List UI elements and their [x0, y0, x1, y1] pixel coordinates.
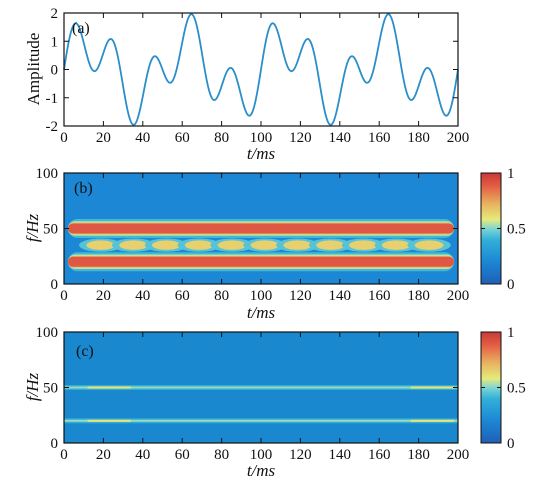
panel-c-xlabel: t/ms — [247, 461, 276, 480]
panel-a-ylabel: Amplitude — [24, 33, 43, 106]
signal-trace — [63, 13, 459, 126]
x-tick-label: 0 — [60, 130, 68, 146]
y-tick-label: 0 — [51, 277, 59, 293]
cross-term-blob — [86, 240, 116, 250]
x-tick-label: 80 — [214, 288, 229, 304]
x-tick-label: 100 — [250, 130, 273, 146]
colorbar-tick-label: 1 — [507, 166, 515, 182]
cross-term-blob — [250, 240, 280, 250]
x-tick-label: 180 — [407, 130, 430, 146]
x-tick-label: 120 — [289, 288, 312, 304]
y-tick-label: 50 — [43, 381, 58, 397]
x-tick-label: 20 — [96, 288, 111, 304]
colorbar-tick-label: 0.5 — [507, 222, 526, 238]
x-tick-label: 200 — [447, 288, 470, 304]
x-tick-label: 20 — [96, 447, 111, 463]
panel-b-label: (b) — [74, 180, 93, 197]
y-tick-label: 1 — [51, 34, 59, 50]
panel-c-ylabel: f/Hz — [23, 372, 42, 401]
x-tick-label: 160 — [368, 447, 391, 463]
x-tick-label: 140 — [329, 130, 352, 146]
y-tick-label: 0 — [51, 436, 59, 452]
x-tick-label: 140 — [329, 447, 352, 463]
x-tick-label: 60 — [175, 447, 190, 463]
y-tick-label: -1 — [46, 91, 59, 107]
panel-b-ylabel: f/Hz — [23, 213, 42, 242]
x-tick-label: 160 — [368, 130, 391, 146]
y-tick-label: 100 — [36, 325, 59, 341]
y-tick-label: 2 — [51, 6, 59, 22]
panel-a-xlabel: t/ms — [247, 144, 276, 163]
x-tick-label: 180 — [407, 447, 430, 463]
panel-b: 0 20 40 60 80 100 120 140 160 180 200 0 50 100 (b) t… — [23, 166, 526, 322]
signal-line — [63, 13, 459, 126]
panel-c: 0 20 40 60 80 100 120 140 160 180 200 0 50 100 (c) t… — [23, 325, 526, 480]
x-tick-label: 60 — [175, 130, 190, 146]
x-tick-label: 120 — [289, 130, 312, 146]
x-tick-label: 40 — [135, 130, 150, 146]
panel-b-heatmap — [67, 219, 455, 272]
panel-b-xlabel: t/ms — [247, 303, 276, 322]
colorbar-tick-label: 1 — [507, 325, 515, 341]
x-tick-label: 80 — [214, 447, 229, 463]
colorbar-tick-label: 0.5 — [507, 381, 526, 397]
panel-c-label: (c) — [76, 343, 94, 360]
panel-b-colorbar-ticks: 00.51 — [481, 166, 526, 293]
x-tick-label: 100 — [250, 288, 273, 304]
panel-a-x-ticks: 0 20 40 60 80 100 120 140 160 180 200 — [60, 13, 469, 146]
y-tick-label: 100 — [36, 166, 59, 182]
cross-term-blob — [316, 240, 346, 250]
y-tick-label: 50 — [43, 222, 58, 238]
cross-term-blob — [217, 240, 247, 250]
cross-term-blob — [381, 240, 411, 250]
x-tick-label: 60 — [175, 288, 190, 304]
x-tick-label: 160 — [368, 288, 391, 304]
x-tick-label: 20 — [96, 130, 111, 146]
x-tick-label: 80 — [214, 130, 229, 146]
cross-term-blob — [151, 240, 181, 250]
x-tick-label: 100 — [250, 447, 273, 463]
x-tick-label: 140 — [329, 288, 352, 304]
cross-term-blob — [119, 240, 149, 250]
band-core — [67, 256, 455, 267]
x-tick-label: 40 — [135, 288, 150, 304]
colorbar-tick-label: 0 — [507, 436, 515, 452]
panel-b-y-ticks: 0 50 100 — [36, 166, 458, 293]
x-tick-label: 120 — [289, 447, 312, 463]
panel-c-heatmap — [64, 385, 458, 424]
cross-term-blob — [184, 240, 214, 250]
x-tick-label: 200 — [447, 447, 470, 463]
colorbar-tick-label: 0 — [507, 277, 515, 293]
cross-term-blob — [283, 240, 313, 250]
y-tick-label: 0 — [51, 63, 59, 79]
band-core — [67, 223, 455, 234]
panel-a-y-ticks: -2 -1 0 1 2 — [46, 6, 458, 135]
panel-a-label: (a) — [72, 20, 90, 37]
x-tick-label: 40 — [135, 447, 150, 463]
x-tick-label: 0 — [60, 288, 68, 304]
panel-c-x-ticks: 0 20 40 60 80 100 120 140 160 180 200 — [60, 332, 469, 463]
panel-b-x-ticks: 0 20 40 60 80 100 120 140 160 180 200 — [60, 173, 469, 304]
cross-term-blob — [348, 240, 378, 250]
y-tick-label: -2 — [46, 119, 59, 135]
x-tick-label: 0 — [60, 447, 68, 463]
cross-term-blob — [414, 240, 444, 250]
panel-c-colorbar-ticks: 00.51 — [481, 325, 526, 452]
x-tick-label: 180 — [407, 288, 430, 304]
x-tick-label: 200 — [447, 130, 470, 146]
panel-c-y-ticks: 0 50 100 — [36, 325, 458, 452]
